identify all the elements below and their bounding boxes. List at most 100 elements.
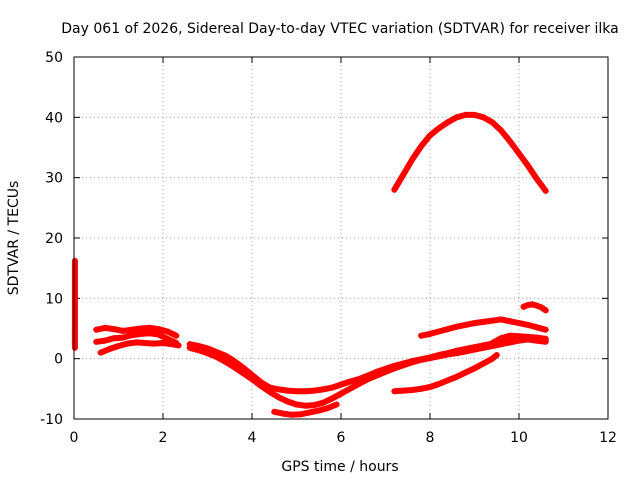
- data-point: [111, 326, 118, 333]
- data-point: [124, 340, 131, 347]
- data-point: [102, 324, 109, 331]
- data-point: [93, 338, 100, 345]
- data-point: [400, 387, 407, 394]
- data-point: [507, 318, 514, 325]
- chart-title: Day 061 of 2026, Sidereal Day-to-day VTE…: [61, 21, 618, 37]
- data-point: [493, 352, 500, 359]
- data-point: [297, 411, 304, 418]
- data-point: [507, 332, 514, 339]
- data-point: [462, 369, 469, 376]
- data-point: [115, 342, 122, 349]
- data-point: [480, 344, 487, 351]
- data-point: [471, 111, 478, 118]
- data-point: [346, 385, 353, 392]
- series-9: [391, 352, 500, 395]
- data-point: [453, 323, 460, 330]
- data-point: [542, 335, 549, 342]
- data-point: [71, 257, 78, 264]
- data-point: [498, 341, 505, 348]
- data-point: [302, 402, 309, 409]
- data-point: [435, 125, 442, 132]
- data-point: [293, 388, 300, 395]
- data-point: [524, 321, 531, 328]
- series-7: [271, 401, 340, 418]
- series-line: [93, 324, 180, 339]
- series-10: [489, 332, 549, 346]
- x-tick-label: 6: [337, 430, 346, 446]
- data-point: [427, 355, 433, 362]
- y-tick-label: 20: [45, 231, 63, 247]
- data-point: [444, 326, 451, 333]
- data-point: [137, 325, 144, 332]
- data-point: [146, 324, 153, 331]
- data-point: [462, 348, 469, 355]
- x-tick-label: 12: [599, 430, 617, 446]
- data-point: [302, 388, 309, 395]
- data-point: [462, 111, 469, 118]
- data-point: [97, 349, 104, 356]
- data-point: [338, 381, 344, 388]
- series-2: [93, 324, 180, 339]
- data-point: [418, 332, 425, 339]
- data-point: [293, 401, 300, 408]
- data-point: [409, 387, 416, 394]
- data-point: [280, 410, 287, 417]
- data-point: [542, 187, 549, 194]
- data-point: [409, 156, 416, 163]
- data-point: [453, 114, 460, 121]
- data-point: [346, 378, 353, 385]
- data-point: [533, 175, 540, 182]
- data-point: [222, 352, 229, 359]
- data-point: [204, 350, 211, 357]
- data-point: [453, 350, 460, 357]
- data-point: [338, 390, 344, 397]
- data-point: [418, 385, 425, 392]
- x-tick-label: 8: [426, 430, 435, 446]
- data-point: [542, 307, 549, 314]
- data-series: [71, 111, 549, 418]
- data-point: [524, 162, 531, 169]
- data-point: [315, 407, 322, 414]
- data-point: [333, 401, 340, 408]
- data-point: [266, 388, 273, 395]
- data-point: [520, 303, 527, 310]
- x-axis-label: GPS time / hours: [281, 459, 398, 475]
- series-0: [71, 257, 78, 351]
- data-point: [320, 399, 327, 406]
- data-point: [427, 330, 433, 337]
- x-tick-label: 0: [70, 430, 79, 446]
- data-point: [102, 337, 109, 344]
- data-point: [524, 301, 531, 308]
- data-point: [498, 316, 505, 323]
- data-point: [391, 186, 398, 193]
- data-point: [435, 353, 442, 360]
- data-point: [480, 114, 487, 121]
- data-point: [324, 405, 331, 412]
- data-point: [289, 411, 296, 418]
- data-point: [418, 143, 425, 150]
- data-point: [364, 376, 371, 383]
- data-point: [195, 347, 202, 354]
- data-point: [146, 330, 153, 337]
- data-point: [306, 409, 313, 416]
- data-point: [311, 402, 318, 409]
- y-tick-label: 30: [45, 171, 63, 187]
- data-point: [533, 334, 540, 341]
- data-point: [128, 326, 135, 333]
- data-point: [93, 326, 100, 333]
- data-point: [533, 302, 540, 309]
- series-1: [391, 111, 549, 194]
- series-line: [97, 339, 182, 356]
- data-point: [151, 340, 158, 347]
- data-point: [418, 356, 425, 363]
- y-tick-label: 40: [45, 110, 63, 126]
- data-point: [137, 330, 144, 337]
- data-point: [284, 398, 291, 405]
- data-point: [231, 358, 238, 365]
- data-point: [222, 358, 229, 365]
- data-point: [106, 346, 113, 353]
- data-point: [516, 150, 522, 157]
- data-point: [355, 381, 362, 388]
